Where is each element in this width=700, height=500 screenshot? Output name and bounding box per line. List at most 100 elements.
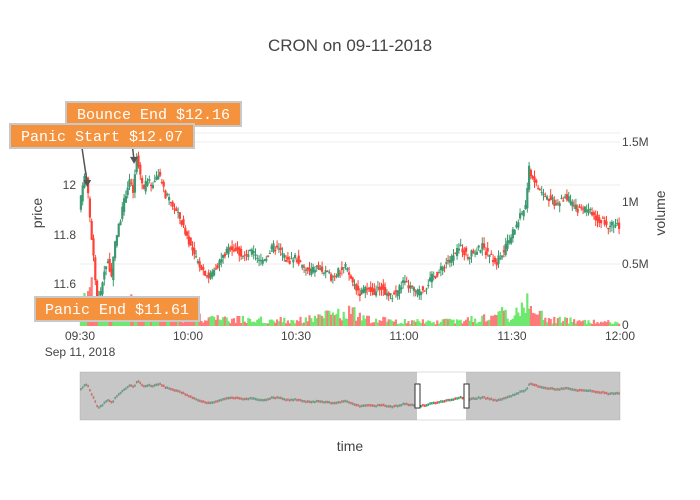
candle-body: [416, 289, 419, 295]
volume-bar: [245, 322, 248, 326]
volume-bar: [448, 318, 451, 326]
candle-body: [108, 258, 111, 272]
candle-body: [200, 266, 203, 271]
candle-body: [389, 293, 392, 295]
volume-bar: [218, 319, 221, 326]
annotation-label: Panic End $11.61: [45, 302, 189, 319]
volume-bar: [303, 322, 306, 326]
range-slider[interactable]: [79, 371, 621, 421]
candle-body: [340, 267, 343, 270]
candle-body: [150, 184, 153, 187]
volume-bar: [333, 315, 336, 326]
volume-bar: [114, 321, 117, 326]
candlesticks: [79, 151, 621, 311]
candle-body: [245, 253, 248, 255]
candle-body: [121, 206, 124, 219]
volume-bar: [492, 315, 495, 326]
candle-body: [538, 189, 541, 191]
volume-bar: [223, 316, 226, 326]
volume-bar: [618, 323, 621, 326]
candle-body: [101, 282, 104, 295]
volume-bar: [285, 323, 288, 326]
volume-bar: [466, 317, 469, 326]
volume-bar: [391, 320, 394, 326]
candle-body: [484, 251, 487, 256]
x-tick-1030: 10:30: [281, 329, 311, 343]
candle-body: [339, 272, 342, 274]
candle-body: [177, 211, 180, 213]
candle-body: [600, 219, 603, 224]
volume-bar: [510, 319, 513, 326]
volume-bar: [335, 313, 338, 326]
candle-body: [402, 280, 405, 283]
volume-bar: [573, 319, 576, 326]
volume-bar: [457, 320, 460, 326]
volume-bar: [326, 310, 329, 326]
candle-body: [279, 247, 282, 251]
candle-body: [247, 254, 250, 257]
volume-bar: [254, 322, 257, 326]
volume-bar: [493, 314, 496, 326]
candle-body: [225, 248, 228, 253]
candle-body: [483, 243, 486, 248]
candle-body: [371, 287, 374, 292]
range-slider-left-handle[interactable]: [414, 383, 421, 409]
candle-body: [155, 176, 158, 181]
range-preview-candle: [434, 401, 437, 405]
candle-body: [313, 270, 316, 273]
candle-body: [515, 224, 518, 228]
range-slider-right-handle[interactable]: [463, 383, 470, 409]
candle-body: [211, 271, 214, 277]
candle-body: [144, 180, 147, 192]
candle-body: [452, 255, 455, 261]
candle-body: [434, 276, 437, 279]
y-left-label: price: [29, 198, 45, 229]
candle-body: [285, 260, 288, 262]
candle-body: [81, 185, 84, 202]
volume-bar: [571, 321, 574, 326]
candle-body: [495, 262, 498, 266]
volume-bar: [439, 321, 442, 326]
range-preview-candle: [436, 401, 439, 404]
volume-bar: [304, 317, 307, 326]
candle-body: [407, 285, 410, 289]
candle-body: [501, 255, 504, 258]
volume-bar: [499, 311, 502, 326]
candle-body: [87, 177, 90, 194]
candle-body: [470, 250, 473, 257]
annotation-box: [34, 296, 200, 322]
candle-body: [533, 176, 536, 183]
candle-body: [301, 264, 304, 268]
volume-bar: [432, 321, 435, 326]
volume-bar: [546, 322, 549, 326]
annotation-label: Bounce End $12.16: [77, 107, 230, 124]
candle-body: [141, 178, 144, 184]
volume-bar: [508, 321, 511, 326]
candle-body: [589, 208, 592, 210]
volume-bar: [261, 322, 264, 326]
volume-bar: [475, 323, 478, 326]
candle-body: [331, 276, 334, 278]
candle-body: [369, 287, 372, 292]
candle-body: [168, 197, 171, 201]
candle-body: [187, 236, 190, 245]
candle-body: [549, 195, 552, 200]
candle-body: [240, 249, 243, 257]
candle-body: [335, 275, 338, 277]
candle-body: [432, 275, 435, 277]
volume-bar: [328, 310, 331, 326]
candle-body: [265, 258, 268, 261]
candle-body: [151, 184, 154, 189]
candle-body: [267, 255, 270, 257]
volume-bar: [544, 317, 547, 326]
candle-body: [607, 227, 610, 230]
volume-bar: [272, 320, 275, 326]
candle-body: [119, 221, 122, 226]
candle-body: [594, 215, 597, 221]
volume-bar: [488, 319, 491, 326]
candle-body: [529, 170, 532, 177]
volume-bar: [389, 319, 392, 326]
candle-body: [380, 286, 383, 290]
volume-bar: [528, 308, 531, 326]
volume-bar: [283, 317, 286, 326]
